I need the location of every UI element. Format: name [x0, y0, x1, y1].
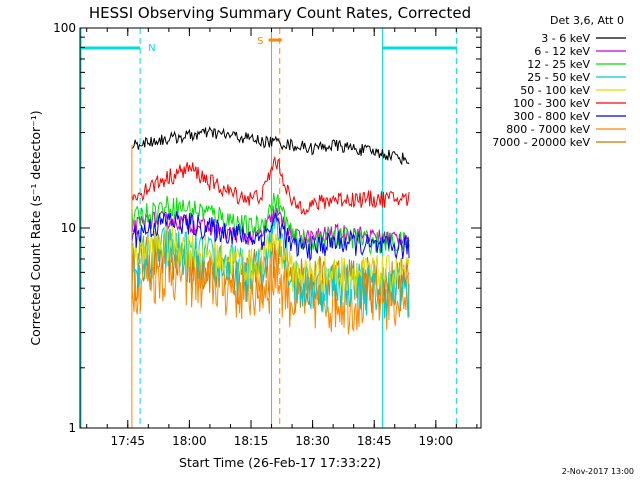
series-line: [131, 207, 410, 246]
series-line: [131, 155, 410, 215]
x-tick-label: 18:45: [357, 434, 392, 448]
legend-entry-label: 100 - 300 keV: [513, 97, 590, 110]
legend-entry-label: 7000 - 20000 keV: [492, 136, 590, 149]
s-label: S: [257, 36, 263, 47]
y-tick-label: 100: [53, 21, 76, 35]
series-line: [131, 126, 410, 166]
series-line: [131, 211, 410, 262]
legend-entry-label: 50 - 100 keV: [520, 84, 590, 97]
tick-layer: 17:45 18:00 18:15 18:30 18:45 19:00 1 10 100: [53, 21, 481, 448]
x-tick-label: 18:15: [234, 434, 269, 448]
legend-entry-label: 3 - 6 keV: [541, 32, 590, 45]
legend-entry-label: 6 - 12 keV: [534, 45, 590, 58]
legend-entry-label: 25 - 50 keV: [527, 71, 590, 84]
data-layer: [131, 126, 410, 428]
y-tick-label: 10: [61, 221, 76, 235]
x-tick-label: 19:00: [419, 434, 454, 448]
footer-date: 2-Nov-2017 13:00: [562, 467, 634, 476]
series-line: [131, 193, 410, 255]
legend-entry-label: 12 - 25 keV: [527, 58, 590, 71]
x-tick-label: 18:00: [172, 434, 207, 448]
legend-title: Det 3,6, Att 0: [550, 14, 624, 27]
x-axis-label: Start Time (26-Feb-17 17:33:22): [179, 455, 381, 470]
n-label: N: [148, 43, 155, 54]
series-line: [131, 224, 410, 294]
chart-title: HESSI Observing Summary Count Rates, Cor…: [89, 4, 471, 22]
legend-entry-label: 300 - 800 keV: [513, 110, 590, 123]
y-axis-label: Corrected Count Rate (s⁻¹ detector⁻¹): [28, 110, 43, 345]
x-tick-label: 18:30: [295, 434, 330, 448]
y-tick-label: 1: [68, 421, 76, 435]
legend-entry-label: 800 - 7000 keV: [506, 123, 590, 136]
x-tick-label: 17:45: [110, 434, 145, 448]
